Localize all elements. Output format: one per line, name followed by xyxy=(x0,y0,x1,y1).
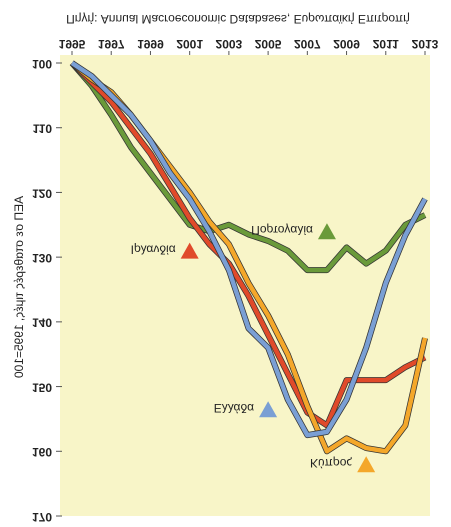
x-tick-label: 2007 xyxy=(294,37,321,51)
y-tick-label: 120 xyxy=(32,186,52,200)
annotation-marker xyxy=(317,223,336,240)
y-tick-label: 110 xyxy=(33,122,53,136)
x-tick-label: 2009 xyxy=(333,37,360,51)
annotation: Πορτογαλία xyxy=(251,223,313,237)
series-line xyxy=(70,61,426,273)
y-tick-label: 130 xyxy=(32,251,52,265)
x-tick-label: 2001 xyxy=(176,37,203,51)
y-tick-label: 140 xyxy=(32,316,52,330)
x-tick-label: 1999 xyxy=(137,37,164,51)
annotation: Ελλάδα xyxy=(214,401,254,415)
x-tick-label: 2011 xyxy=(373,37,399,51)
x-tick-label: 1995 xyxy=(59,37,86,51)
x-tick-label: 2003 xyxy=(216,37,243,51)
y-tick-label: 170 xyxy=(32,510,52,524)
annotation: Ιρλανδία xyxy=(131,242,176,256)
y-tick-label: 160 xyxy=(32,445,52,459)
y-tick-label: 150 xyxy=(32,380,52,394)
annotation-marker xyxy=(357,456,376,473)
series-line xyxy=(70,61,427,438)
y-axis-label: ΑΕΠ σε σταθερές τιμές, 1995=100 xyxy=(12,196,26,379)
x-tick-label: 2013 xyxy=(412,37,439,51)
source: Πηγή: Annual Macroeconomic Databases, Ευ… xyxy=(66,12,410,26)
x-tick-label: 2005 xyxy=(255,37,282,51)
y-tick-label: 100 xyxy=(32,57,52,71)
annotation: Κύπρος xyxy=(310,456,352,470)
annotation-marker xyxy=(259,401,278,418)
x-tick-label: 1997 xyxy=(98,37,125,51)
series-line xyxy=(70,61,426,428)
annotation-marker xyxy=(180,242,199,259)
